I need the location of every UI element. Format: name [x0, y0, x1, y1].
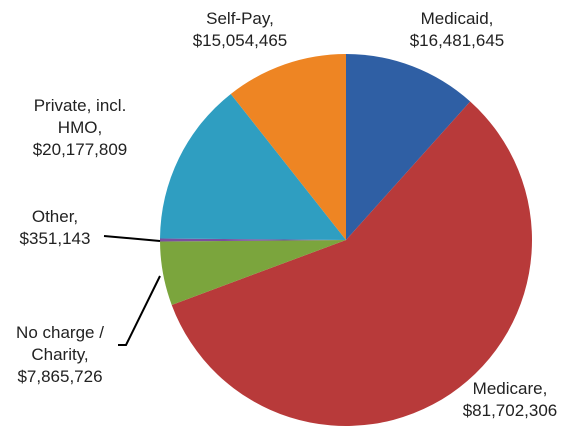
- slice-label: No charge / Charity, $7,865,726: [0, 322, 120, 388]
- category-label: Medicaid,: [420, 9, 494, 28]
- leader-line: [103, 235, 161, 242]
- pie-slice: [160, 238, 346, 242]
- pie-slice: [171, 101, 532, 426]
- value-label: $16,481,645: [409, 31, 505, 50]
- value-label: $351,143: [19, 229, 91, 248]
- category-label: Medicare,: [472, 379, 548, 398]
- pie-slice: [160, 93, 346, 240]
- value-label: $7,865,726: [17, 367, 103, 386]
- category-label: Private, incl. HMO,: [33, 96, 127, 137]
- pie-slice: [160, 240, 346, 305]
- pie-slice: [346, 54, 471, 240]
- category-label: Other,: [31, 207, 79, 226]
- leader-line: [118, 275, 161, 346]
- value-label: $20,177,809: [32, 140, 128, 159]
- slice-label: Self-Pay, $15,054,465: [170, 8, 310, 52]
- category-label: Self-Pay,: [206, 9, 274, 28]
- slice-label: Medicare, $81,702,306: [440, 378, 580, 422]
- slice-label: Other, $351,143: [0, 206, 110, 250]
- slice-label: Private, incl. HMO, $20,177,809: [15, 95, 145, 161]
- category-label: No charge / Charity,: [16, 323, 104, 364]
- value-label: $15,054,465: [192, 31, 288, 50]
- value-label: $81,702,306: [462, 401, 558, 420]
- pie-slice: [230, 54, 346, 240]
- slice-label: Medicaid, $16,481,645: [387, 8, 527, 52]
